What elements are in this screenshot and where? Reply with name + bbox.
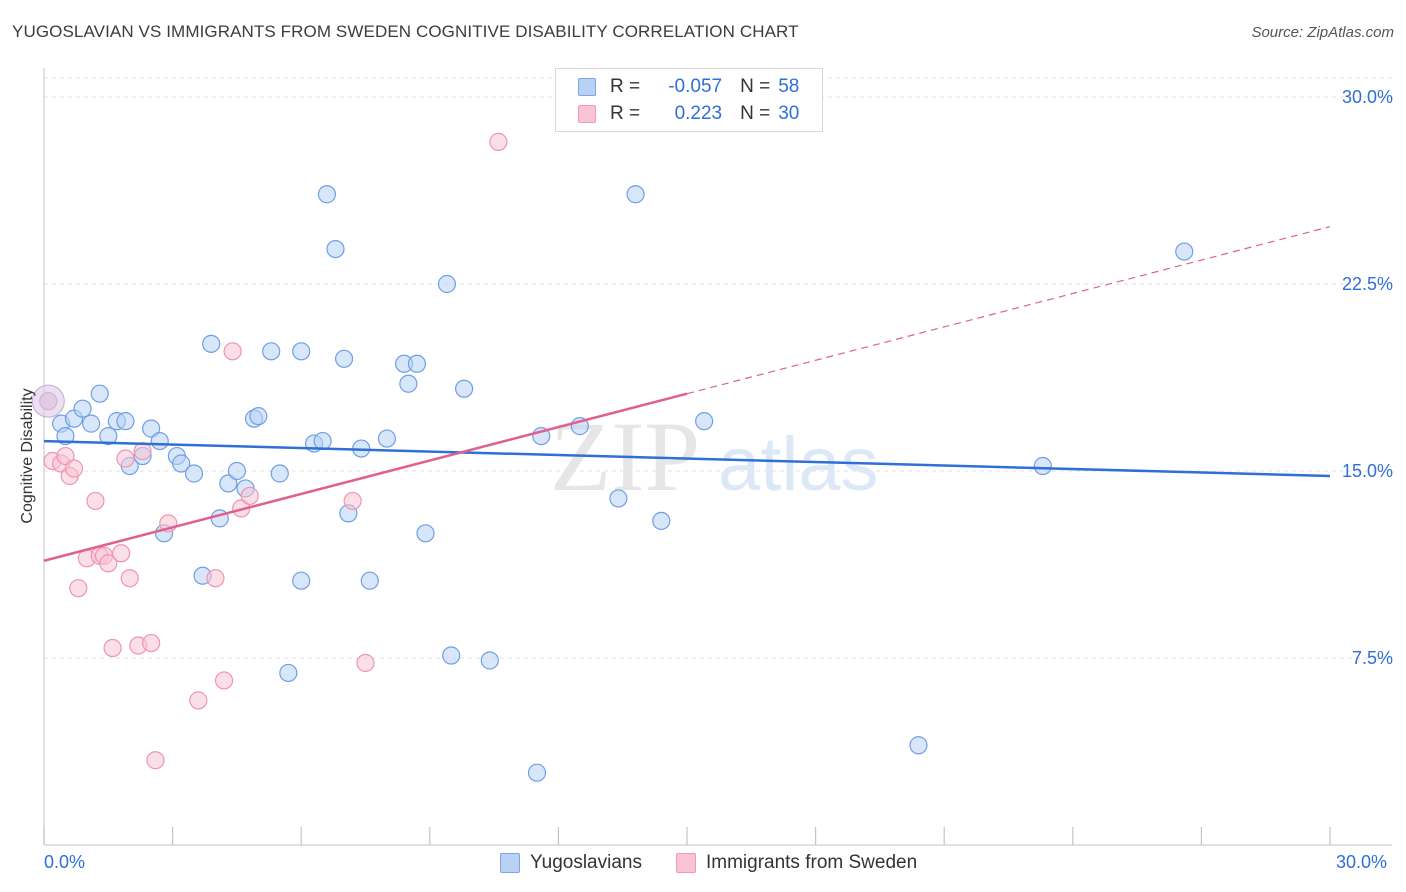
point-sweden[interactable] <box>223 342 242 361</box>
point-sweden[interactable] <box>146 751 165 770</box>
point-sweden[interactable] <box>356 653 375 673</box>
point-yugoslavians[interactable] <box>172 454 191 473</box>
trend-line-yugoslavians <box>43 439 1331 478</box>
point-sweden[interactable] <box>343 491 362 511</box>
point-yugoslavians[interactable] <box>326 239 345 259</box>
y-tick-label: 30.0% <box>1342 87 1393 107</box>
legend-row-sweden: R = 0.223 N = 30 <box>578 102 799 126</box>
grid-layer <box>44 77 1392 659</box>
point-cluster-origin[interactable] <box>31 384 65 418</box>
legend-r-value: -0.057 <box>668 76 723 97</box>
y-tick-label: 22.5% <box>1342 274 1393 294</box>
x-tick-label-min: 0.0% <box>44 852 86 872</box>
x-tick-label-max: 30.0% <box>1336 852 1388 872</box>
point-yugoslavians[interactable] <box>202 334 221 353</box>
trend-line-sweden-extrapolated <box>686 226 1331 395</box>
point-yugoslavians[interactable] <box>184 464 204 483</box>
y-axis-label: Cognitive Disability <box>19 388 36 524</box>
point-yugoslavians[interactable] <box>142 419 161 438</box>
legend-row-yugoslavians: R = -0.057 N = 58 <box>578 75 799 99</box>
point-yugoslavians[interactable] <box>73 399 92 418</box>
point-sweden[interactable] <box>56 446 75 466</box>
watermark-atlas: atlas <box>718 422 879 507</box>
point-sweden[interactable] <box>116 449 135 468</box>
point-yugoslavians[interactable] <box>437 274 457 294</box>
point-yugoslavians[interactable] <box>360 571 379 590</box>
legend-r-label: R = <box>610 76 641 97</box>
point-yugoslavians[interactable] <box>82 414 101 433</box>
point-yugoslavians[interactable] <box>150 431 169 451</box>
point-yugoslavians[interactable] <box>480 651 499 670</box>
point-yugoslavians[interactable] <box>270 464 289 483</box>
stats-legend: R = -0.057 N = 58 R = 0.223 N = 30 <box>555 68 823 132</box>
point-sweden[interactable] <box>86 491 105 511</box>
trend-layer <box>43 226 1331 562</box>
point-yugoslavians[interactable] <box>377 429 397 448</box>
point-yugoslavians[interactable] <box>292 571 311 590</box>
point-yugoslavians[interactable] <box>313 431 332 451</box>
trend-line-sweden <box>43 392 688 562</box>
source-note: Source: ZipAtlas.com <box>1251 24 1394 41</box>
point-sweden[interactable] <box>69 579 88 598</box>
point-yugoslavians[interactable] <box>695 412 714 431</box>
point-sweden[interactable] <box>64 459 84 478</box>
axes-layer <box>43 68 1392 846</box>
legend-n-label: N = <box>740 103 771 124</box>
point-yugoslavians[interactable] <box>116 412 135 431</box>
point-sweden[interactable] <box>240 486 259 506</box>
point-sweden[interactable] <box>112 544 131 563</box>
point-sweden[interactable] <box>206 569 225 588</box>
point-sweden[interactable] <box>214 671 234 690</box>
point-yugoslavians[interactable] <box>652 511 671 530</box>
point-yugoslavians[interactable] <box>442 646 461 665</box>
point-yugoslavians[interactable] <box>219 474 238 493</box>
legend-r-label: R = <box>610 103 641 124</box>
legend-r-value: 0.223 <box>674 103 723 124</box>
point-yugoslavians[interactable] <box>334 349 354 368</box>
point-yugoslavians[interactable] <box>1033 456 1052 476</box>
point-yugoslavians[interactable] <box>279 663 298 683</box>
point-yugoslavians[interactable] <box>527 763 547 782</box>
legend-swatch-pink <box>578 105 596 123</box>
series-legend-label: Yugoslavians <box>530 852 642 873</box>
point-yugoslavians[interactable] <box>262 342 281 361</box>
chart-title: YUGOSLAVIAN VS IMMIGRANTS FROM SWEDEN CO… <box>12 22 799 41</box>
y-tick-labels: 7.5% 15.0% 22.5% 30.0% <box>1342 87 1393 668</box>
point-sweden[interactable] <box>99 554 118 573</box>
points-layer <box>31 132 1194 782</box>
point-sweden[interactable] <box>489 132 508 151</box>
point-yugoslavians[interactable] <box>227 461 246 481</box>
point-yugoslavians[interactable] <box>626 185 645 204</box>
legend-n-value: 58 <box>778 76 800 97</box>
y-tick-label: 15.0% <box>1342 461 1393 481</box>
series-legend-item-yugoslavians[interactable]: Yugoslavians <box>500 852 642 874</box>
legend-n-value: 30 <box>778 103 800 124</box>
y-tick-label: 7.5% <box>1352 648 1393 668</box>
point-sweden[interactable] <box>103 638 122 658</box>
point-yugoslavians[interactable] <box>90 384 109 403</box>
point-yugoslavians[interactable] <box>416 524 435 543</box>
series-legend-item-sweden[interactable]: Immigrants from Sweden <box>675 852 918 874</box>
point-yugoslavians[interactable] <box>249 407 268 426</box>
legend-swatch-blue <box>578 78 596 96</box>
series-swatch-pink <box>675 853 696 873</box>
point-yugoslavians[interactable] <box>399 374 418 393</box>
point-yugoslavians[interactable] <box>99 426 118 446</box>
point-yugoslavians[interactable] <box>909 736 928 755</box>
series-legend: Yugoslavians Immigrants from Sweden <box>500 852 951 874</box>
point-yugoslavians[interactable] <box>317 185 337 204</box>
point-sweden[interactable] <box>142 633 161 653</box>
point-yugoslavians[interactable] <box>407 354 427 373</box>
point-sweden[interactable] <box>120 569 139 588</box>
point-yugoslavians[interactable] <box>454 379 474 398</box>
point-yugoslavians[interactable] <box>609 489 628 508</box>
point-sweden[interactable] <box>189 691 208 710</box>
series-swatch-blue <box>500 853 520 873</box>
series-legend-label: Immigrants from Sweden <box>705 852 918 873</box>
point-yugoslavians[interactable] <box>1175 242 1194 261</box>
point-yugoslavians[interactable] <box>292 342 311 361</box>
legend-n-label: N = <box>740 76 771 97</box>
